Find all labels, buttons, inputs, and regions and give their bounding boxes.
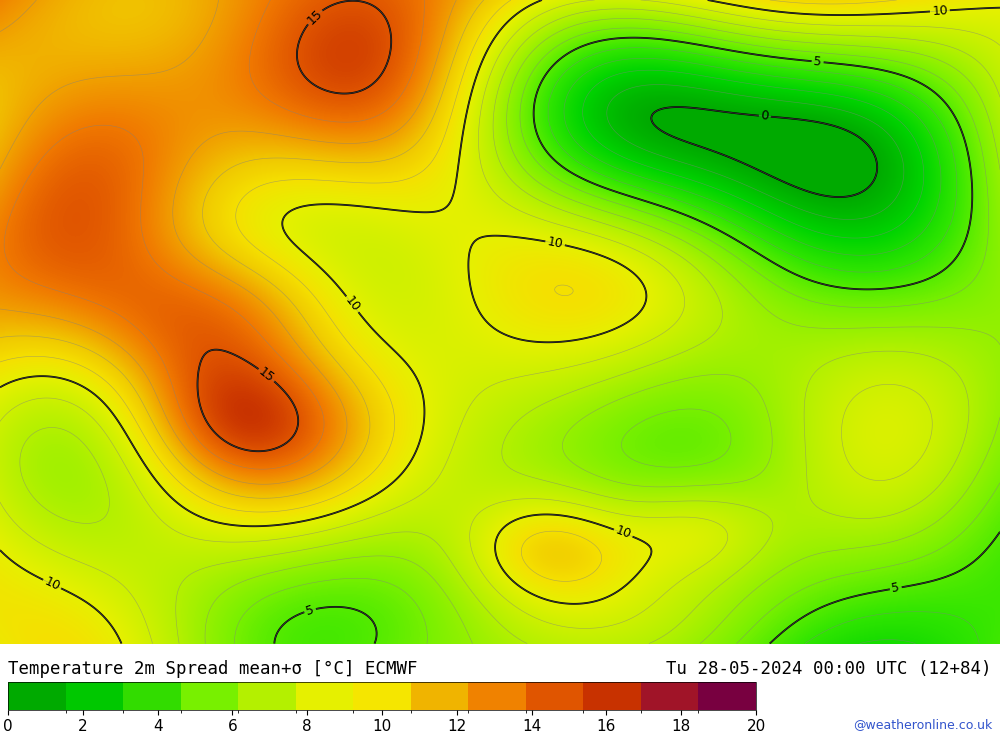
Text: @weatheronline.co.uk: @weatheronline.co.uk	[853, 718, 992, 732]
Text: 10: 10	[42, 575, 62, 594]
Text: Tu 28-05-2024 00:00 UTC (12+84): Tu 28-05-2024 00:00 UTC (12+84)	[666, 660, 992, 678]
Text: Temperature 2m Spread mean+σ [°C] ECMWF: Temperature 2m Spread mean+σ [°C] ECMWF	[8, 660, 418, 678]
Text: 10: 10	[932, 4, 948, 18]
Text: 0: 0	[760, 109, 769, 123]
Text: 15: 15	[256, 365, 277, 385]
Text: 5: 5	[813, 55, 822, 69]
Text: 5: 5	[891, 581, 901, 595]
Text: 10: 10	[614, 524, 633, 542]
Text: 10: 10	[546, 235, 564, 251]
Text: 10: 10	[342, 294, 362, 314]
Text: 5: 5	[304, 603, 316, 618]
Text: 15: 15	[304, 7, 325, 27]
